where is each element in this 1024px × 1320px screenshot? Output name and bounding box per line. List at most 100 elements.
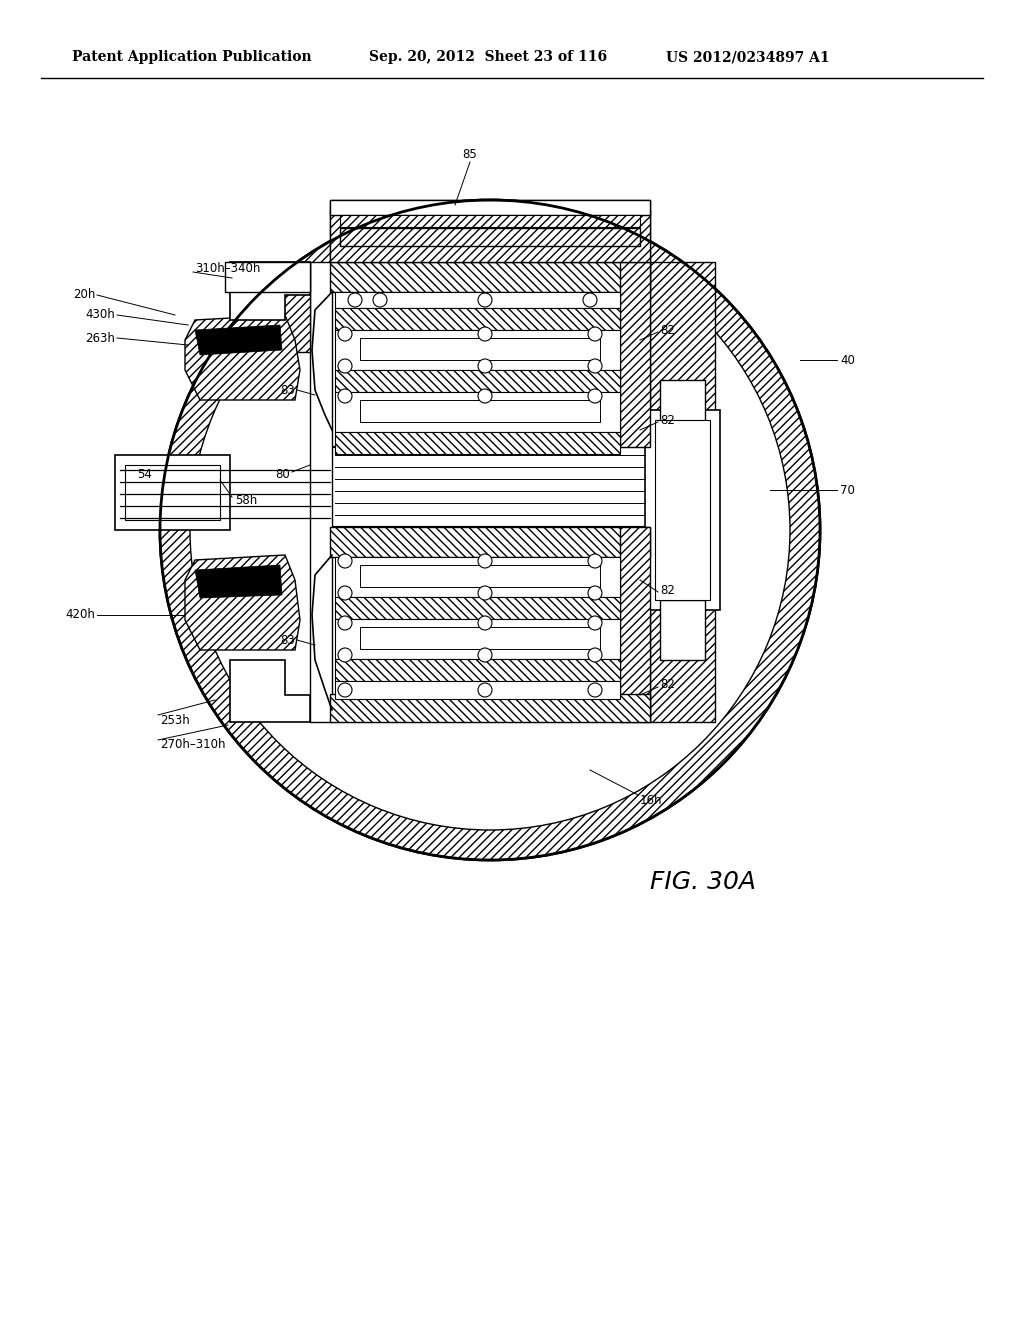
- Text: 83: 83: [281, 634, 295, 647]
- Text: Sep. 20, 2012  Sheet 23 of 116: Sep. 20, 2012 Sheet 23 of 116: [369, 50, 607, 65]
- Polygon shape: [195, 565, 282, 598]
- Bar: [115, 455, 230, 531]
- Text: 82: 82: [660, 323, 675, 337]
- Text: 270h–310h: 270h–310h: [160, 738, 225, 751]
- Text: 58h: 58h: [234, 494, 257, 507]
- Text: Patent Application Publication: Patent Application Publication: [72, 50, 311, 65]
- Circle shape: [338, 554, 352, 568]
- Circle shape: [588, 648, 602, 663]
- Circle shape: [338, 389, 352, 403]
- Bar: [225, 261, 310, 292]
- Text: FIG. 30A: FIG. 30A: [650, 870, 756, 894]
- Text: 16h: 16h: [640, 793, 663, 807]
- Text: 82: 82: [660, 678, 675, 692]
- Text: 430h: 430h: [85, 309, 115, 322]
- Bar: [360, 338, 600, 360]
- Bar: [335, 659, 620, 681]
- Bar: [330, 447, 650, 527]
- Circle shape: [478, 293, 492, 308]
- Text: 82: 82: [660, 583, 675, 597]
- Circle shape: [338, 359, 352, 374]
- Bar: [310, 261, 332, 722]
- Bar: [645, 411, 720, 610]
- Bar: [660, 601, 705, 660]
- Bar: [360, 565, 600, 587]
- Bar: [330, 261, 650, 447]
- Text: 420h: 420h: [66, 609, 95, 622]
- Circle shape: [478, 554, 492, 568]
- Circle shape: [338, 682, 352, 697]
- Circle shape: [588, 616, 602, 630]
- Polygon shape: [195, 325, 282, 355]
- Bar: [335, 308, 620, 330]
- Text: 20h: 20h: [73, 289, 95, 301]
- Bar: [125, 465, 220, 520]
- Bar: [335, 619, 620, 659]
- Circle shape: [588, 554, 602, 568]
- Bar: [335, 681, 620, 700]
- Circle shape: [478, 648, 492, 663]
- Circle shape: [373, 293, 387, 308]
- Circle shape: [338, 648, 352, 663]
- Text: US 2012/0234897 A1: US 2012/0234897 A1: [666, 50, 829, 65]
- Bar: [340, 228, 640, 246]
- Polygon shape: [230, 261, 310, 319]
- Circle shape: [160, 201, 820, 861]
- Wedge shape: [160, 201, 820, 861]
- Text: 82: 82: [660, 413, 675, 426]
- Bar: [330, 527, 650, 557]
- Text: 80: 80: [275, 469, 290, 482]
- Text: 253h: 253h: [160, 714, 189, 726]
- Bar: [360, 627, 600, 649]
- Circle shape: [588, 327, 602, 341]
- Bar: [230, 261, 310, 352]
- Bar: [330, 201, 650, 261]
- Bar: [340, 215, 640, 227]
- Bar: [335, 370, 620, 392]
- Text: 83: 83: [281, 384, 295, 396]
- Bar: [330, 261, 650, 292]
- Bar: [335, 597, 620, 619]
- Circle shape: [588, 389, 602, 403]
- Bar: [335, 292, 620, 308]
- Circle shape: [478, 389, 492, 403]
- Circle shape: [348, 293, 362, 308]
- Polygon shape: [185, 315, 300, 400]
- Bar: [330, 527, 650, 722]
- Text: 85: 85: [463, 149, 477, 161]
- Text: 310h–340h: 310h–340h: [195, 261, 260, 275]
- Bar: [335, 392, 620, 432]
- Circle shape: [478, 359, 492, 374]
- Text: 70: 70: [840, 483, 855, 496]
- Circle shape: [588, 682, 602, 697]
- Circle shape: [478, 586, 492, 601]
- Polygon shape: [230, 660, 310, 722]
- Bar: [330, 201, 650, 215]
- Bar: [335, 330, 620, 370]
- Bar: [330, 694, 650, 722]
- Bar: [620, 261, 650, 447]
- Bar: [620, 527, 650, 722]
- Bar: [655, 420, 710, 601]
- Bar: [330, 246, 650, 263]
- Circle shape: [588, 359, 602, 374]
- Circle shape: [588, 586, 602, 601]
- Bar: [650, 527, 715, 722]
- Bar: [650, 261, 715, 447]
- Circle shape: [338, 586, 352, 601]
- Circle shape: [190, 230, 790, 830]
- Bar: [335, 432, 620, 454]
- Polygon shape: [185, 554, 300, 649]
- Bar: [660, 380, 705, 440]
- Text: 263h: 263h: [85, 331, 115, 345]
- Circle shape: [478, 327, 492, 341]
- Circle shape: [478, 616, 492, 630]
- Circle shape: [583, 293, 597, 308]
- Text: 54: 54: [137, 469, 153, 482]
- Bar: [330, 210, 650, 246]
- Circle shape: [338, 327, 352, 341]
- Bar: [335, 557, 620, 597]
- Circle shape: [338, 616, 352, 630]
- Text: 40: 40: [840, 354, 855, 367]
- Bar: [360, 400, 600, 422]
